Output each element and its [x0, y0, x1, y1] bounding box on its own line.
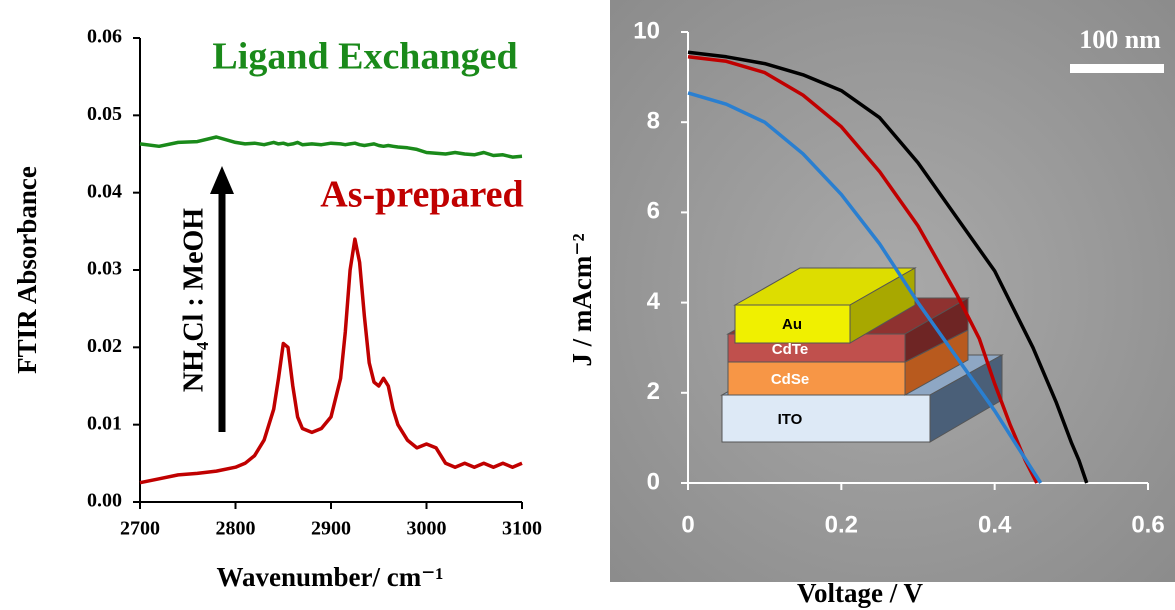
inset-label: CdSe	[771, 371, 809, 388]
y-tick-label: 10	[633, 17, 660, 44]
inset-label: ITO	[778, 411, 803, 428]
y-axis-title: FTIR Absorbance	[12, 166, 42, 374]
x-tick-label: 0.2	[825, 511, 858, 538]
scale-bar	[1070, 64, 1164, 73]
y-tick-label: 6	[647, 198, 660, 225]
x-tick-label: 0	[681, 511, 694, 538]
x-axis-title: Wavenumber/ cm⁻¹	[216, 562, 443, 592]
y-tick-label: 0.01	[87, 412, 122, 434]
y-tick-label: 2	[647, 378, 660, 405]
y-tick-label: 0.06	[87, 26, 122, 48]
x-tick-label: 0.4	[978, 511, 1012, 538]
x-tick-label: 2800	[216, 518, 256, 540]
y-tick-label: 0.00	[87, 490, 122, 512]
y-tick-label: 0.04	[87, 180, 122, 202]
scale-bar-label: 100 nm	[1079, 25, 1161, 54]
annotation: NH₄Cl : MeOH	[178, 208, 209, 392]
figure: Au CdTe CdSe ITO 100 nm Ligand Exchanged…	[0, 0, 1175, 610]
y-tick-label: 8	[647, 108, 660, 135]
y-tick-label: 0.03	[87, 258, 122, 280]
inset-label: Au	[782, 316, 802, 333]
x-tick-label: 3000	[407, 518, 447, 540]
y-tick-label: 0.02	[87, 335, 122, 357]
y-axis-title: J / mAcm⁻²	[567, 233, 597, 366]
x-tick-label: 0.6	[1131, 511, 1164, 538]
inset-label: CdTe	[772, 341, 808, 358]
annotation: As-prepared	[320, 174, 523, 216]
y-tick-label: 4	[647, 288, 661, 315]
arrow-head	[210, 166, 234, 194]
data-line	[140, 137, 522, 157]
x-tick-label: 2900	[311, 518, 351, 540]
y-tick-label: 0.05	[87, 103, 122, 125]
x-axis-title: Voltage / V	[797, 578, 924, 608]
y-tick-label: 0	[647, 468, 660, 495]
x-tick-label: 2700	[120, 518, 160, 540]
annotation: Ligand Exchanged	[212, 36, 517, 78]
x-tick-label: 3100	[502, 518, 542, 540]
